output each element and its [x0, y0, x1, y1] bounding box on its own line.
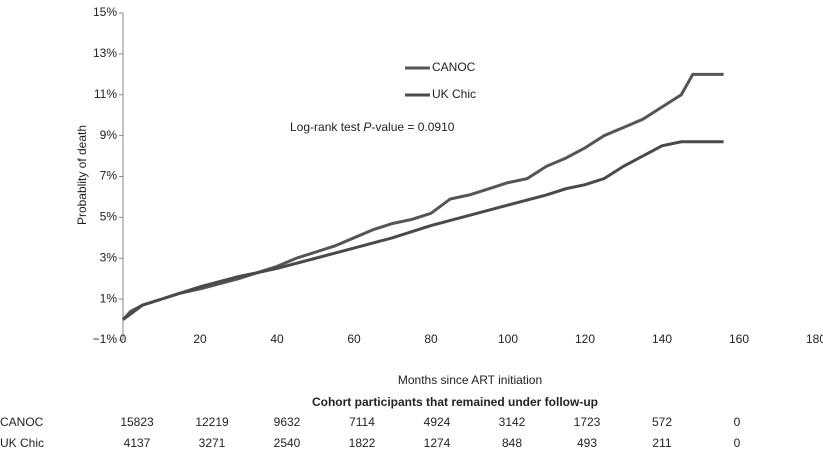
annotation-text: Log-rank test: [290, 120, 363, 134]
table-cell: 493: [577, 436, 597, 450]
y-tick-label: 11%: [94, 87, 117, 101]
table-cell: 4924: [424, 415, 451, 429]
table-cell: 1822: [349, 436, 376, 450]
row-label: CANOC: [0, 415, 44, 429]
table-cell: 1723: [574, 415, 601, 429]
x-tick-label: 100: [498, 332, 518, 346]
x-tick-label: 40: [270, 332, 284, 346]
x-tick-label: 180: [806, 332, 823, 346]
x-tick-label: 20: [193, 332, 207, 346]
table-cell: 3142: [499, 415, 526, 429]
legend-label: UK Chic: [432, 87, 476, 101]
annotation-text: P: [363, 120, 371, 134]
y-tick-label: 15%: [93, 5, 117, 19]
table-title: Cohort participants that remained under …: [312, 395, 598, 409]
y-tick-label: 5%: [100, 210, 118, 224]
table-cell: 3271: [199, 436, 226, 450]
table-cell: 0: [734, 436, 741, 450]
x-tick-label: 160: [729, 332, 749, 346]
annotation: Log-rank test P-value = 0.0910: [290, 120, 455, 134]
y-tick-label: 3%: [100, 250, 118, 264]
x-tick-label: 60: [347, 332, 361, 346]
x-tick-label: 0: [120, 332, 127, 346]
table-cell: 7114: [349, 415, 375, 429]
x-axis-label: Months since ART initiation: [398, 373, 542, 387]
legend-label: CANOC: [432, 60, 476, 74]
table-cell: 15823: [120, 415, 154, 429]
line-series: [122, 140, 724, 321]
y-tick-label: −1%: [93, 332, 118, 346]
x-tick-label: 80: [424, 332, 438, 346]
table-cell: 0: [734, 415, 741, 429]
table-cell: 2540: [274, 436, 301, 450]
row-label: UK Chic: [0, 436, 44, 450]
y-tick-label: 13%: [93, 46, 117, 60]
table-cell: 572: [652, 415, 672, 429]
x-tick-label: 140: [652, 332, 672, 346]
y-axis-label: Probablity of death: [75, 125, 89, 225]
y-tick-label: 1%: [100, 291, 118, 305]
table-cell: 211: [652, 436, 671, 450]
y-tick-label: 9%: [100, 128, 118, 142]
table-cell: 9632: [274, 415, 301, 429]
table-cell: 12219: [195, 415, 229, 429]
x-tick-label: 120: [575, 332, 595, 346]
table-cell: 4137: [124, 436, 151, 450]
y-tick-label: 7%: [100, 169, 118, 183]
table-cell: 848: [502, 436, 522, 450]
table-cell: 1274: [424, 436, 451, 450]
line-series: [121, 72, 724, 321]
annotation-text: -value = 0.0910: [371, 120, 454, 134]
